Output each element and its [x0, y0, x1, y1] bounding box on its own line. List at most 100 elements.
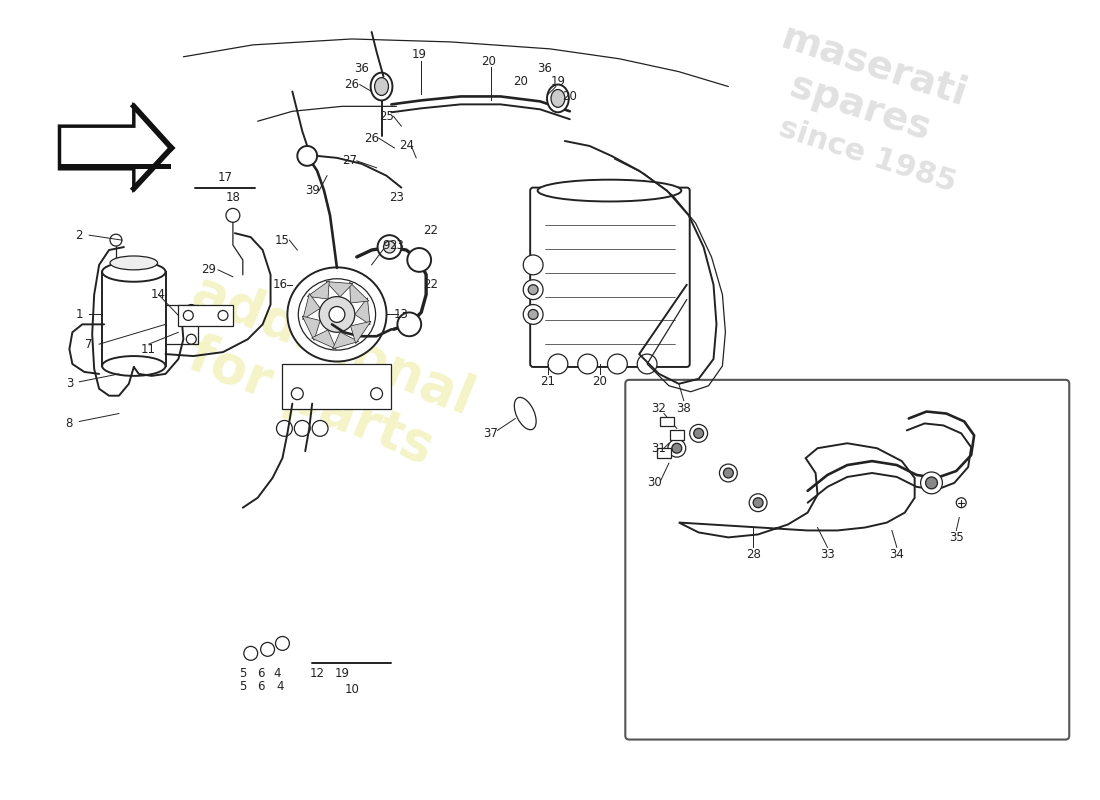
Text: 27: 27	[342, 154, 358, 167]
Ellipse shape	[375, 78, 388, 95]
Text: 7: 7	[86, 338, 94, 350]
Text: 34: 34	[890, 548, 904, 561]
Circle shape	[329, 306, 345, 322]
Circle shape	[244, 646, 257, 660]
Text: 19: 19	[334, 666, 350, 680]
Circle shape	[524, 255, 543, 275]
Text: 20: 20	[562, 90, 578, 103]
Circle shape	[276, 421, 293, 436]
Text: since 1985: since 1985	[774, 114, 959, 198]
Text: 37: 37	[483, 427, 498, 440]
Circle shape	[724, 468, 734, 478]
Text: 35: 35	[949, 531, 964, 544]
Bar	[102, 272, 165, 366]
Text: 16: 16	[273, 278, 288, 291]
Circle shape	[528, 310, 538, 319]
Ellipse shape	[515, 398, 536, 430]
Text: 12: 12	[309, 666, 324, 680]
Circle shape	[226, 209, 240, 222]
Ellipse shape	[287, 267, 386, 362]
Text: 24: 24	[399, 139, 414, 153]
Circle shape	[668, 439, 685, 457]
Text: 20: 20	[513, 75, 528, 88]
Polygon shape	[351, 322, 371, 343]
Polygon shape	[355, 298, 370, 325]
Text: 26: 26	[364, 131, 380, 145]
Circle shape	[578, 354, 597, 374]
Circle shape	[319, 297, 355, 332]
Polygon shape	[62, 164, 172, 169]
Polygon shape	[326, 282, 353, 297]
Circle shape	[694, 428, 704, 438]
Text: 6: 6	[257, 666, 264, 680]
Circle shape	[377, 235, 402, 259]
Circle shape	[672, 443, 682, 453]
Bar	[178, 305, 233, 326]
Text: 19: 19	[411, 48, 427, 62]
Text: 9: 9	[383, 238, 390, 251]
Circle shape	[524, 280, 543, 299]
Text: 13: 13	[394, 308, 409, 321]
Circle shape	[690, 425, 707, 442]
Text: 38: 38	[676, 402, 691, 415]
Text: 22: 22	[424, 224, 439, 237]
Circle shape	[528, 285, 538, 294]
Circle shape	[548, 354, 568, 374]
Text: 23: 23	[389, 191, 404, 204]
Text: 4: 4	[274, 666, 282, 680]
Ellipse shape	[547, 85, 569, 112]
Polygon shape	[302, 316, 320, 341]
Circle shape	[297, 146, 317, 166]
Circle shape	[371, 388, 383, 400]
Circle shape	[295, 421, 310, 436]
Ellipse shape	[102, 262, 165, 282]
Text: 30: 30	[647, 477, 661, 490]
Text: 17: 17	[218, 171, 232, 184]
Circle shape	[218, 310, 228, 320]
Text: 31: 31	[651, 442, 667, 454]
Text: 19: 19	[550, 75, 565, 88]
Circle shape	[719, 464, 737, 482]
Polygon shape	[307, 281, 329, 299]
Circle shape	[110, 234, 122, 246]
Text: 2: 2	[76, 229, 84, 242]
Ellipse shape	[298, 278, 375, 350]
Text: 4: 4	[277, 679, 284, 693]
Text: 33: 33	[821, 548, 835, 561]
Text: 20: 20	[481, 55, 496, 68]
Text: maserati
spares: maserati spares	[762, 18, 971, 155]
Ellipse shape	[102, 356, 165, 376]
Circle shape	[186, 305, 196, 314]
Circle shape	[637, 354, 657, 374]
Circle shape	[275, 637, 289, 650]
Text: 11: 11	[141, 342, 156, 356]
Polygon shape	[311, 330, 337, 349]
Text: 14: 14	[151, 288, 166, 301]
FancyBboxPatch shape	[625, 380, 1069, 739]
Circle shape	[524, 305, 543, 324]
Polygon shape	[332, 332, 359, 349]
Text: 26: 26	[344, 78, 360, 91]
Bar	[670, 430, 684, 440]
Text: 32: 32	[651, 402, 667, 415]
Text: 5: 5	[239, 666, 246, 680]
Text: 28: 28	[746, 548, 760, 561]
Text: 6: 6	[257, 679, 264, 693]
Bar	[283, 364, 392, 409]
Bar	[660, 417, 674, 426]
Text: 21: 21	[540, 375, 556, 388]
Circle shape	[956, 498, 966, 508]
Ellipse shape	[551, 90, 565, 107]
Polygon shape	[679, 443, 915, 538]
Ellipse shape	[110, 256, 157, 270]
Text: 1: 1	[76, 308, 84, 321]
Polygon shape	[350, 282, 368, 303]
Circle shape	[407, 248, 431, 272]
Circle shape	[607, 354, 627, 374]
Text: 5: 5	[239, 679, 246, 693]
Polygon shape	[302, 294, 320, 320]
Text: 10: 10	[344, 682, 360, 695]
Text: 39: 39	[305, 184, 320, 197]
Text: 22: 22	[424, 278, 439, 291]
Text: 36: 36	[538, 62, 552, 75]
